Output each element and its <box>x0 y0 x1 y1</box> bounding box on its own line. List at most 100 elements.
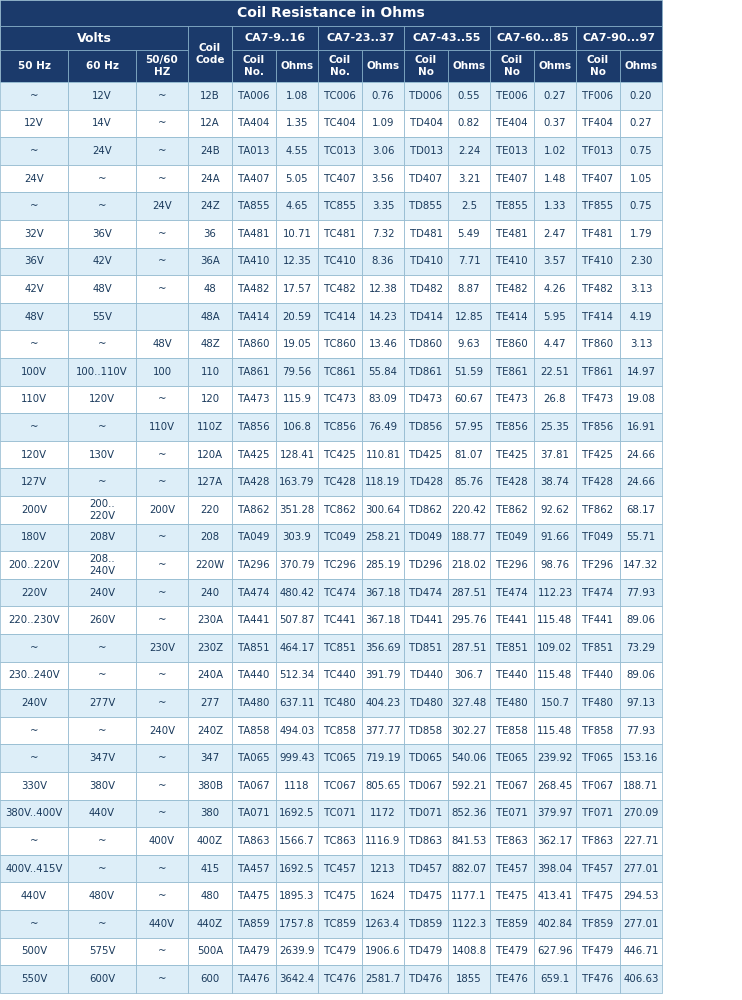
Bar <box>0 965 68 993</box>
Bar <box>404 938 448 965</box>
Bar <box>136 634 188 662</box>
Bar <box>534 882 576 910</box>
Text: TE856: TE856 <box>496 422 528 432</box>
Bar <box>232 137 276 165</box>
Text: 24B: 24B <box>200 146 220 156</box>
Bar <box>276 192 318 220</box>
Bar <box>534 496 576 524</box>
Bar <box>68 772 136 800</box>
Text: 14.97: 14.97 <box>626 367 655 377</box>
Bar <box>136 358 188 386</box>
Text: TE065: TE065 <box>496 753 528 763</box>
Text: 882.07: 882.07 <box>451 864 487 874</box>
Bar <box>490 275 534 303</box>
Bar <box>318 358 362 386</box>
Text: 1.02: 1.02 <box>544 146 566 156</box>
Bar <box>362 110 404 137</box>
Text: TA858: TA858 <box>238 726 270 736</box>
Text: TD482: TD482 <box>410 284 442 294</box>
Text: TC407: TC407 <box>324 174 356 184</box>
Bar <box>620 744 662 772</box>
Text: 302.27: 302.27 <box>451 726 487 736</box>
Text: ~: ~ <box>30 919 39 929</box>
Text: 2639.9: 2639.9 <box>279 946 315 956</box>
Bar <box>534 827 576 855</box>
Text: TC457: TC457 <box>324 864 356 874</box>
Text: 367.18: 367.18 <box>365 615 401 625</box>
Text: TF856: TF856 <box>582 422 614 432</box>
Bar <box>404 662 448 689</box>
Text: 7.71: 7.71 <box>458 256 480 266</box>
Bar <box>404 551 448 579</box>
Bar <box>362 855 404 882</box>
Bar <box>448 110 490 137</box>
Text: ~: ~ <box>98 670 106 680</box>
Text: 42V: 42V <box>92 256 112 266</box>
Bar <box>404 303 448 330</box>
Bar <box>448 717 490 744</box>
Text: CA7-43..55: CA7-43..55 <box>413 33 482 43</box>
Text: 1408.8: 1408.8 <box>451 946 487 956</box>
Text: 227.71: 227.71 <box>623 836 659 846</box>
Text: 98.76: 98.76 <box>540 560 570 570</box>
Bar <box>232 82 276 110</box>
Bar <box>0 248 68 275</box>
Bar <box>448 50 490 82</box>
Bar <box>576 82 620 110</box>
Text: TA407: TA407 <box>238 174 270 184</box>
Text: ~: ~ <box>30 753 39 763</box>
Bar <box>490 441 534 468</box>
Text: TE425: TE425 <box>496 450 528 460</box>
Text: 1116.9: 1116.9 <box>365 836 401 846</box>
Text: TA441: TA441 <box>238 615 269 625</box>
Bar <box>136 468 188 496</box>
Bar <box>232 800 276 827</box>
Text: TA482: TA482 <box>238 284 269 294</box>
Text: 480.42: 480.42 <box>280 588 315 598</box>
Bar <box>448 606 490 634</box>
Text: 12.38: 12.38 <box>369 284 398 294</box>
Bar <box>576 662 620 689</box>
Bar <box>232 192 276 220</box>
Text: ~: ~ <box>158 146 166 156</box>
Text: 128.41: 128.41 <box>280 450 315 460</box>
Bar <box>188 800 232 827</box>
Text: TE482: TE482 <box>496 284 528 294</box>
Text: 163.79: 163.79 <box>279 477 315 487</box>
Bar <box>232 220 276 248</box>
Bar <box>404 689 448 717</box>
Bar <box>448 413 490 441</box>
Bar <box>232 662 276 689</box>
Bar <box>448 551 490 579</box>
Bar <box>318 413 362 441</box>
Text: 220.42: 220.42 <box>451 505 487 515</box>
Text: TA414: TA414 <box>238 312 269 322</box>
Bar <box>576 744 620 772</box>
Text: 303.9: 303.9 <box>283 532 312 542</box>
Bar <box>576 800 620 827</box>
Bar <box>0 855 68 882</box>
Bar <box>0 800 68 827</box>
Bar <box>136 192 188 220</box>
Text: TD861: TD861 <box>410 367 442 377</box>
Bar <box>490 551 534 579</box>
Bar <box>490 910 534 938</box>
Bar <box>620 165 662 192</box>
Text: 115.9: 115.9 <box>283 394 312 404</box>
Bar <box>448 910 490 938</box>
Text: TA440: TA440 <box>238 670 269 680</box>
Text: TD474: TD474 <box>410 588 442 598</box>
Bar <box>0 579 68 606</box>
Text: TE006: TE006 <box>496 91 528 101</box>
Text: 1.09: 1.09 <box>372 118 394 128</box>
Text: 12V: 12V <box>92 91 112 101</box>
Text: TF441: TF441 <box>582 615 614 625</box>
Bar <box>188 662 232 689</box>
Text: TE481: TE481 <box>496 229 528 239</box>
Text: 208V: 208V <box>89 532 115 542</box>
Bar <box>276 358 318 386</box>
Bar <box>136 50 188 82</box>
Text: TD296: TD296 <box>410 560 443 570</box>
Text: TD428: TD428 <box>410 477 442 487</box>
Text: TA476: TA476 <box>238 974 270 984</box>
